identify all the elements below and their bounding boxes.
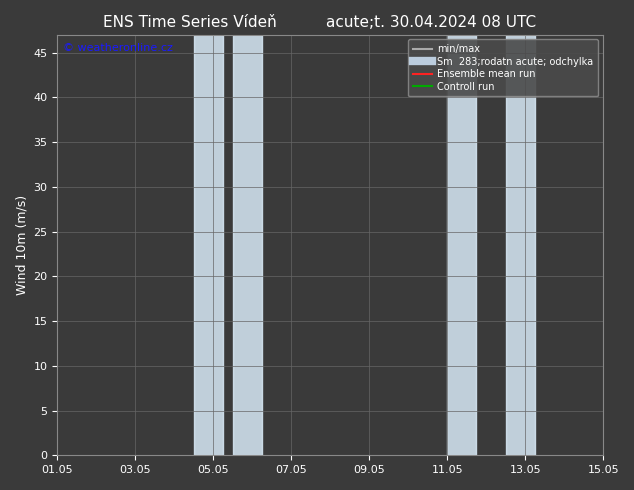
- Text: acute;t. 30.04.2024 08 UTC: acute;t. 30.04.2024 08 UTC: [326, 15, 536, 30]
- Text: © weatheronline.cz: © weatheronline.cz: [63, 43, 172, 53]
- Bar: [506, 35, 535, 455]
- Text: ENS Time Series Vídeň: ENS Time Series Vídeň: [103, 15, 277, 30]
- Legend: min/max, Sm  283;rodatn acute; odchylka, Ensemble mean run, Controll run: min/max, Sm 283;rodatn acute; odchylka, …: [408, 40, 598, 97]
- Bar: [233, 35, 262, 455]
- Y-axis label: Wind 10m (m/s): Wind 10m (m/s): [15, 195, 28, 295]
- Bar: [194, 35, 223, 455]
- Bar: [447, 35, 477, 455]
